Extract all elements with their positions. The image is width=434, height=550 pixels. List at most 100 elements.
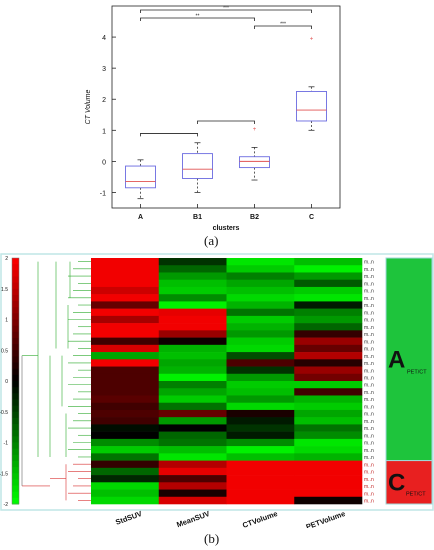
heatmap-cell xyxy=(226,366,295,375)
colorbar-segment xyxy=(12,436,19,443)
heatmap-cell xyxy=(91,308,160,317)
heatmap-cell xyxy=(226,352,295,360)
heatmap-cell xyxy=(91,475,160,483)
colorbar-tick-label: -1 xyxy=(4,441,9,447)
colorbar-tick-label: 0.5 xyxy=(1,348,8,354)
colorbar-segment xyxy=(12,381,19,388)
heatmap-cell xyxy=(226,279,295,288)
row-label: m..n xyxy=(364,368,374,374)
heatmap-cell xyxy=(158,279,227,288)
significance-label: *** xyxy=(223,6,229,12)
significance-bracket xyxy=(140,17,255,21)
colorbar-segment xyxy=(12,307,19,314)
heatmap-cell xyxy=(91,330,160,338)
colorbar-segment xyxy=(12,276,19,284)
heatmap-cell xyxy=(91,279,160,288)
outlier-marker: + xyxy=(310,37,314,43)
row-label: m..n xyxy=(364,296,374,302)
heatmap-cell xyxy=(91,496,160,505)
y-axis-label: CT Volume xyxy=(85,90,92,125)
colorbar-segment xyxy=(12,460,19,468)
significance-bracket xyxy=(140,9,312,13)
colorbar-segment xyxy=(12,497,19,505)
heatmap-cell xyxy=(91,286,160,295)
colorbar-segment xyxy=(12,264,19,271)
heatmap-cell xyxy=(158,323,227,331)
row-label: m..n xyxy=(364,376,374,382)
heatmap-cell xyxy=(158,467,227,476)
significance-bracket xyxy=(254,25,312,29)
y-tick-label: 2 xyxy=(102,97,106,104)
heatmap-cell xyxy=(91,366,160,375)
row-label: m..n xyxy=(364,433,374,439)
colorbar-segment xyxy=(12,356,19,364)
heatmap-cell xyxy=(226,482,295,490)
significance-bracket xyxy=(140,133,198,137)
plot-frame xyxy=(111,5,341,209)
heatmap-cell xyxy=(226,431,295,440)
heatmap-cell xyxy=(294,308,363,317)
x-axis-label: clusters xyxy=(213,225,240,232)
clustered-heatmap: 21.510.50-0.5-1-1.5-2m..nm..nm..nm..nm..… xyxy=(0,253,434,528)
row-label: m..n xyxy=(364,332,374,338)
heatmap-cell xyxy=(158,344,227,353)
heatmap-cell xyxy=(294,395,363,404)
heatmap-cell xyxy=(158,388,227,396)
significance-label: ** xyxy=(196,14,200,20)
heatmap-cell xyxy=(158,381,227,389)
heatmap-cell xyxy=(91,424,160,432)
colorbar-tick-label: 0 xyxy=(5,379,8,385)
box-A xyxy=(125,165,156,189)
colorbar-segment xyxy=(12,362,19,370)
heatmap-cell xyxy=(226,330,295,338)
heatmap-cell xyxy=(91,395,160,404)
column-label: CTVolume xyxy=(241,509,278,528)
y-tick-label: -1 xyxy=(100,190,106,197)
row-label: m..n xyxy=(364,404,374,410)
heatmap-cell xyxy=(158,417,227,425)
heatmap-cell xyxy=(226,265,295,273)
heatmap-cell xyxy=(226,475,295,483)
colorbar-segment xyxy=(12,350,19,357)
colorbar-segment xyxy=(12,393,19,400)
colorbar-segment xyxy=(12,424,19,431)
heatmap-cell xyxy=(226,258,295,266)
row-label: m..n xyxy=(364,303,374,309)
colorbar-segment xyxy=(12,485,19,493)
row-label: m..n xyxy=(364,470,374,476)
colorbar-segment xyxy=(12,288,19,296)
heatmap-cell xyxy=(294,337,363,346)
heatmap-cell xyxy=(294,330,363,338)
heatmap-cell xyxy=(294,294,363,302)
box-C xyxy=(296,91,327,122)
column-label: PETVolume xyxy=(305,509,347,528)
outlier-marker: + xyxy=(253,127,257,133)
heatmap-cell xyxy=(158,482,227,490)
heatmap-cell xyxy=(294,475,363,483)
heatmap-cell xyxy=(226,359,295,367)
heatmap-cell xyxy=(294,265,363,273)
heatmap-cell xyxy=(158,475,227,483)
row-label: m..n xyxy=(364,281,374,287)
heatmap-cell xyxy=(226,438,295,447)
heatmap-cell xyxy=(294,366,363,375)
row-label: m..n xyxy=(364,347,374,353)
heatmap-cell xyxy=(158,272,227,281)
heatmap-cell xyxy=(158,352,227,360)
colorbar-segment xyxy=(12,430,19,437)
heatmap-cell xyxy=(294,344,363,353)
heatmap-cell xyxy=(158,301,227,309)
row-label: m..n xyxy=(364,477,374,483)
colorbar-tick-label: -0.5 xyxy=(0,410,8,416)
colorbar-segment xyxy=(12,344,19,351)
colorbar-segment xyxy=(12,294,19,302)
heatmap-cell xyxy=(226,315,295,324)
heatmap-cell xyxy=(294,315,363,324)
colorbar-segment xyxy=(12,368,19,376)
heatmap-cell xyxy=(158,409,227,418)
heatmap-cell xyxy=(158,308,227,317)
colorbar-segment xyxy=(12,337,19,345)
heatmap-cell xyxy=(158,294,227,302)
heatmap-cell xyxy=(91,294,160,302)
